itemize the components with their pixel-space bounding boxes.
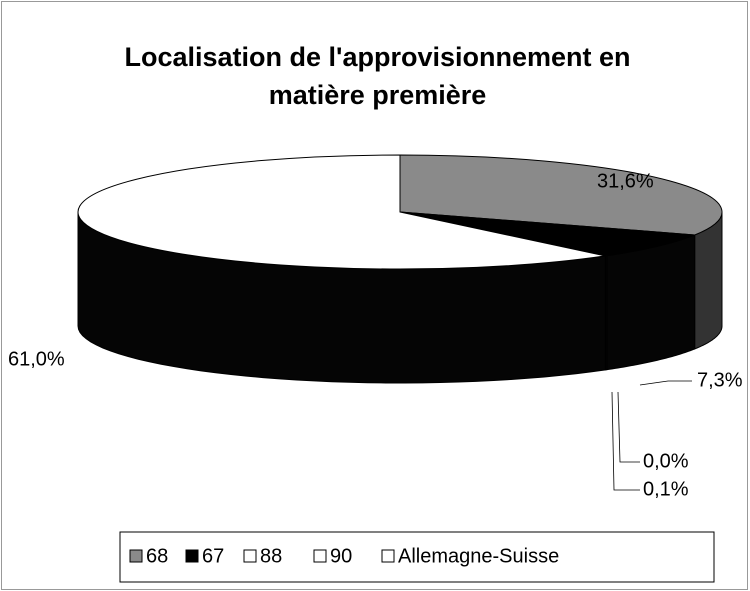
data-label: 7,3% [697, 369, 743, 391]
legend-label: 90 [330, 545, 352, 567]
legend-label: 68 [146, 545, 168, 567]
legend-label: 67 [202, 545, 224, 567]
legend-label: Allemagne-Suisse [398, 545, 559, 567]
leader-line [611, 391, 640, 491]
legend-box [119, 531, 715, 583]
leader-line [617, 391, 640, 463]
slice [399, 154, 723, 236]
leader-line [639, 380, 692, 386]
data-label: 61,0% [8, 348, 65, 370]
legend-swatch [381, 549, 395, 563]
legend-swatch [185, 549, 199, 563]
legend-label: 88 [260, 545, 282, 567]
chart-title: Localisation de l'approvisionnement en m… [124, 42, 631, 110]
slice [399, 211, 695, 257]
slice-side [606, 234, 696, 371]
legend-swatch [243, 549, 257, 563]
data-label: 0,0% [643, 450, 689, 472]
legend-swatch [129, 549, 143, 563]
legend-swatch [313, 549, 327, 563]
slice [77, 154, 606, 270]
data-label: 31,6% [597, 170, 654, 192]
data-label: 0,1% [643, 478, 689, 500]
